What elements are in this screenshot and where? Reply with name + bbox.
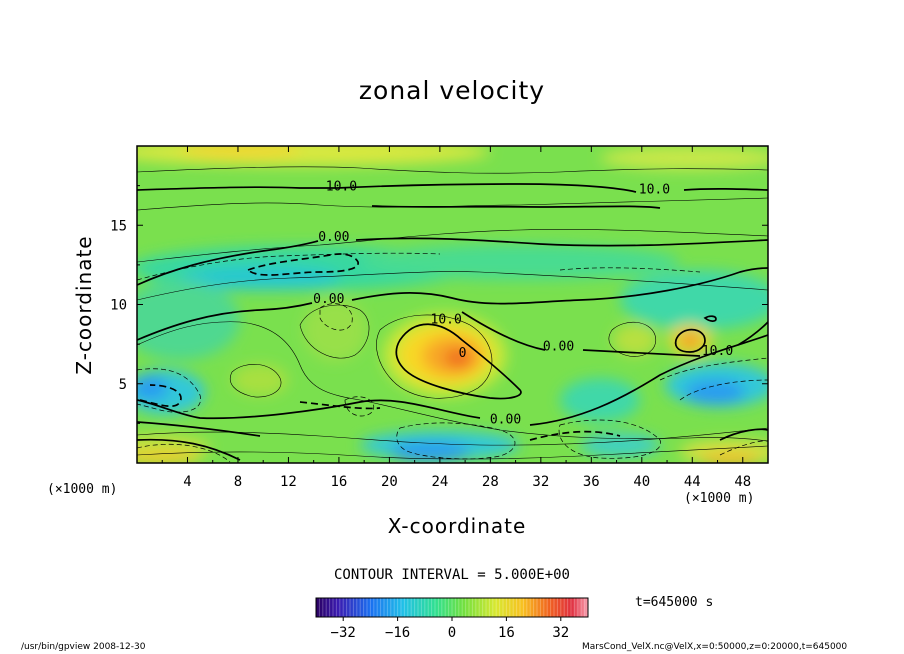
y-tick-label: 10 bbox=[110, 298, 127, 314]
x-tick-label: 44 bbox=[684, 474, 701, 490]
colorbar-ticks: −32 −16 0 16 32 bbox=[331, 617, 569, 641]
x-tick-label: 24 bbox=[431, 474, 448, 490]
y-tick-label: 15 bbox=[110, 218, 127, 234]
contour-label: 0.00 bbox=[543, 339, 574, 354]
x-tick-label: 36 bbox=[583, 474, 600, 490]
x-tick-label: 12 bbox=[280, 474, 297, 490]
colorbar-tick-label: −16 bbox=[385, 625, 410, 641]
velocity-field bbox=[137, 146, 768, 463]
colorbar-tick-label: 0 bbox=[448, 625, 456, 641]
contour-label: 10.0 bbox=[431, 313, 462, 328]
x-tick-label: 40 bbox=[633, 474, 650, 490]
colorbar-tick-label: −32 bbox=[331, 625, 356, 641]
time-label: t=645000 s bbox=[635, 595, 714, 610]
x-axis: 4 8 12 16 20 24 28 32 36 40 44 48 bbox=[161, 146, 751, 490]
x-tick-label: 4 bbox=[183, 474, 191, 490]
x-unit-label-right: (×1000 m) bbox=[684, 491, 755, 506]
x-tick-label: 20 bbox=[381, 474, 398, 490]
colorbar-divisions bbox=[318, 598, 586, 617]
contour-label: 10.0 bbox=[702, 344, 733, 359]
contour-label: 10.0 bbox=[639, 183, 670, 198]
colorbar-tick-label: 16 bbox=[498, 625, 515, 641]
contour-label: 0.00 bbox=[318, 230, 349, 245]
x-tick-label: 32 bbox=[532, 474, 549, 490]
y-tick-label: 5 bbox=[119, 377, 127, 393]
footer-right: MarsCond_VelX.nc@VelX,x=0:50000,z=0:2000… bbox=[582, 642, 848, 652]
colorbar bbox=[316, 598, 588, 617]
footer-left: /usr/bin/gpview 2008-12-30 bbox=[21, 642, 146, 652]
x-tick-label: 8 bbox=[234, 474, 242, 490]
contour-label: 0.00 bbox=[313, 292, 344, 307]
y-axis-label: Z-coordinate bbox=[72, 235, 96, 375]
contour-interval-note: CONTOUR INTERVAL = 5.000E+00 bbox=[333, 567, 570, 583]
contour-label: 0 bbox=[459, 346, 467, 361]
contour-labels: 10.0 10.0 0.00 0.00 10.0 0 0.00 10.0 0.00 bbox=[313, 179, 733, 427]
contour-label: 0.00 bbox=[490, 412, 521, 427]
y-axis: 5 10 15 bbox=[110, 185, 768, 424]
contour-label: 10.0 bbox=[326, 179, 357, 194]
chart-title: zonal velocity bbox=[358, 76, 546, 105]
x-tick-label: 48 bbox=[734, 474, 751, 490]
x-tick-label: 16 bbox=[330, 474, 347, 490]
colorbar-tick-label: 32 bbox=[552, 625, 569, 641]
x-tick-label: 28 bbox=[482, 474, 499, 490]
x-axis-label: X-coordinate bbox=[387, 514, 527, 538]
x-unit-label-left: (×1000 m) bbox=[47, 482, 118, 497]
